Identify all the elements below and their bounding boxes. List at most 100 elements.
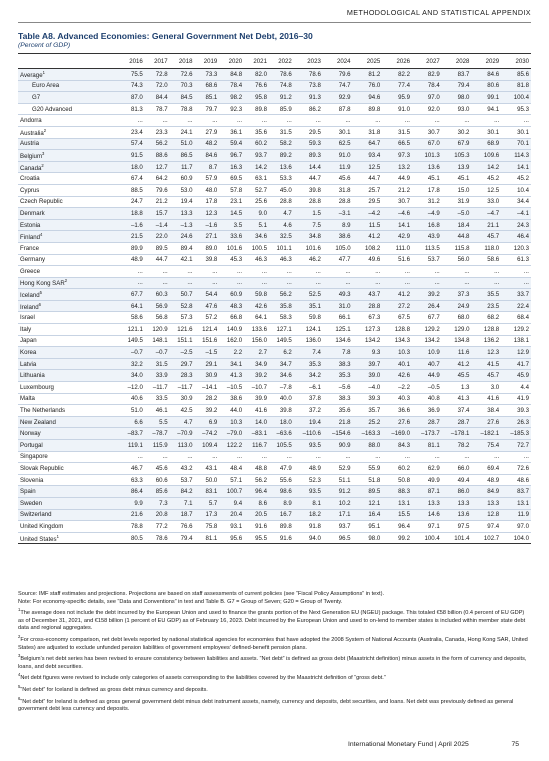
cell: 37.3 [441,288,472,301]
cell: 20.4 [219,509,245,522]
cell: ... [322,265,353,278]
cell: ... [501,265,531,278]
table-row: Austria 57.4 56.2 51.0 48.2 59.4 60.2 58.2 59.3 6… [18,138,531,151]
cell: ... [471,114,502,127]
cell: –178.1 [441,427,472,440]
cell: 92.0 [412,103,442,116]
cell: 41.3 [219,369,245,383]
cell: 74.7 [322,80,353,93]
cell: 30.2 [441,126,472,139]
table-row: Norway –83.7 –78.7 –70.9 –74.2 –79.0 –83.1 –63.… [18,427,531,440]
cell: 85.9 [268,103,294,116]
cell: 100.4 [501,91,531,104]
cell: 43.9 [412,230,442,243]
cell: ... [244,451,269,464]
cell: 93.5 [293,439,323,452]
cell: 8.1 [293,497,323,510]
cell: 72.7 [501,439,531,452]
cell: 34.7 [268,358,294,371]
row-label-text: Lithuania [20,372,45,380]
cell: 29.5 [293,126,323,139]
cell: 40.1 [382,358,413,371]
cell: 84.9 [471,485,502,498]
cell: 38.3 [322,393,353,406]
cell: 56.8 [144,311,170,325]
cell: 113.0 [169,439,195,452]
cell: 35.5 [471,288,502,301]
cell: 57.9 [194,172,220,185]
cell: 30.9 [169,393,195,406]
header-row: 2016 2017 2018 2019 2020 2021 2022 2023 2024 2025… [18,53,531,69]
cell: 115.8 [441,242,472,255]
cell: 45.1 [441,172,472,185]
cell: 27.1 [194,230,220,243]
cell: –83.1 [244,427,269,440]
cell: 63.3 [120,474,145,487]
cell: 44.8 [441,230,472,243]
cell: 120.3 [501,242,531,255]
cell: 97.5 [441,520,472,533]
cell: 8.7 [194,161,220,174]
row-label-text: Austria [20,140,39,148]
footnote-mark: 2 [18,633,21,639]
cell: 17.8 [194,196,220,209]
row-label: New Zealand [18,416,120,429]
cell: 99.2 [382,532,413,545]
cell: 125.1 [322,323,353,336]
cell: 67.3 [352,311,383,325]
footnote-mark: 1 [42,69,45,75]
cell: 32.5 [268,230,294,243]
cell: 21.8 [322,416,353,429]
cell: 64.1 [244,311,269,325]
cell: 48.0 [194,184,220,197]
cell: –83.7 [120,427,145,440]
cell: 13.3 [412,497,442,510]
table-row: Korea –0.7 –0.7 –2.5 –1.5 2.2 2.7 6.2 7.4 7.8 9.3 1… [18,346,531,359]
cell: 96.4 [244,485,269,498]
footnotes: Source: IMF staff estimates and projecti… [18,591,531,714]
row-label: Sweden [18,497,120,510]
row-label-text: Italy [20,325,32,333]
cell: 48.8 [244,462,269,475]
cell: 129.2 [501,323,531,336]
cell: 31.2 [412,196,442,209]
row-label: Estonia [18,219,120,232]
cell: –70.9 [169,427,195,440]
cell: –6.1 [293,381,323,394]
cell: 88.0 [352,439,383,452]
cell: 109.6 [471,149,502,162]
cell: 95.9 [382,91,413,104]
row-label: G20 Advanced [18,103,120,116]
cell: –173.7 [412,427,442,440]
row-label: Iceland5 [18,288,120,301]
row-label: Euro Area [18,80,120,93]
cell: 88.5 [120,184,145,197]
cell: ... [352,277,383,290]
cell: 63.1 [244,172,269,185]
cell: 29.5 [352,196,383,209]
cell: –1.6 [194,219,220,232]
cell: 86.5 [169,149,195,162]
cell: 91.6 [268,532,294,545]
cell: ... [412,451,442,464]
cell: 56.0 [441,254,472,267]
cell: 41.2 [382,288,413,301]
cell: 60.3 [144,288,170,301]
cell: 99.1 [471,91,502,104]
footnote: 2For cross-economy comparison, net debt … [18,633,531,652]
cell: 21.2 [382,184,413,197]
row-label: Luxembourg [18,381,120,394]
cell: 4.6 [268,219,294,232]
row-label-text: Switzerland [20,511,52,519]
row-label: Israel [18,311,120,325]
cell: 47.6 [194,300,220,313]
cell: 108.2 [352,242,383,255]
cell: 88.3 [382,485,413,498]
footnote-text: For cross-economy comparison, net debt l… [18,636,528,651]
cell: ... [382,114,413,127]
cell: 57.8 [219,184,245,197]
table-row: Czech Republic 24.7 21.2 19.4 17.8 23.1 25.6 28… [18,196,531,209]
table-row: Singapore...............................… [18,451,531,464]
cell: ... [219,114,245,127]
cell: 50.8 [382,474,413,487]
